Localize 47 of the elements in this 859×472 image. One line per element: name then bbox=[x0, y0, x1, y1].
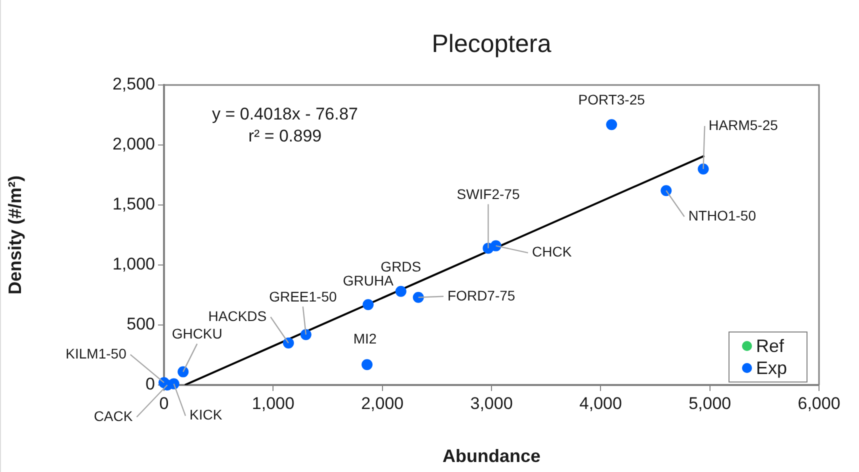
point bbox=[362, 359, 373, 370]
point bbox=[168, 378, 180, 390]
point bbox=[178, 366, 189, 378]
point bbox=[698, 164, 709, 174]
x-tick-label: 6,000 bbox=[798, 394, 840, 413]
annotation: PORT3-25 bbox=[578, 91, 646, 108]
annotation: r² = 0.899 bbox=[248, 126, 322, 146]
x-tick-label: 3,000 bbox=[470, 394, 513, 413]
legend-label: Exp bbox=[756, 358, 788, 378]
y-tick-label: 1,000 bbox=[112, 254, 155, 274]
point bbox=[412, 292, 424, 303]
legend-label: Ref bbox=[756, 336, 786, 356]
y-tick-label: 2,000 bbox=[112, 134, 155, 154]
annotation: GREE1-50 bbox=[269, 288, 337, 304]
annotation: GRDS bbox=[380, 258, 422, 274]
point bbox=[606, 119, 618, 130]
x-tick-label: 2,000 bbox=[361, 394, 404, 413]
point bbox=[490, 240, 502, 252]
x-tick-label: 1,000 bbox=[252, 394, 294, 413]
annotation: MI2 bbox=[353, 330, 377, 346]
y-tick-label: 500 bbox=[126, 314, 155, 334]
point bbox=[282, 338, 294, 348]
annotation: NTHO1-50 bbox=[688, 207, 756, 224]
annotation: SWIF2-75 bbox=[456, 186, 520, 202]
annotation: FORD7-75 bbox=[448, 287, 516, 304]
point bbox=[300, 329, 312, 340]
annotation: GHCKU bbox=[172, 326, 222, 342]
annotation: y = 0.4018x - 76.87 bbox=[212, 104, 358, 124]
annotation: CHCK bbox=[532, 244, 572, 260]
x-tick-label: 5,000 bbox=[688, 394, 732, 413]
y-tick-label: 0 bbox=[146, 374, 155, 394]
annotation: GRUHA bbox=[342, 272, 394, 288]
annotation: KILM1-50 bbox=[66, 345, 127, 362]
point bbox=[395, 286, 406, 297]
chart-title: Plecoptera bbox=[432, 30, 552, 58]
annotation: KICK bbox=[189, 406, 223, 423]
x-tick-label: 0 bbox=[159, 394, 169, 413]
x-axis-title: Abundance bbox=[442, 446, 541, 466]
point bbox=[660, 185, 672, 196]
x-tick-label: 4,000 bbox=[579, 394, 622, 413]
y-tick-label: 2,500 bbox=[112, 74, 155, 94]
annotation: HARM5-25 bbox=[708, 116, 778, 133]
annotation: CACK bbox=[94, 408, 134, 424]
y-axis-title: Density (#/m²) bbox=[4, 175, 25, 295]
point bbox=[362, 299, 374, 310]
y-tick-label: 1,500 bbox=[112, 194, 155, 214]
annotation: HACKDS bbox=[208, 308, 267, 324]
